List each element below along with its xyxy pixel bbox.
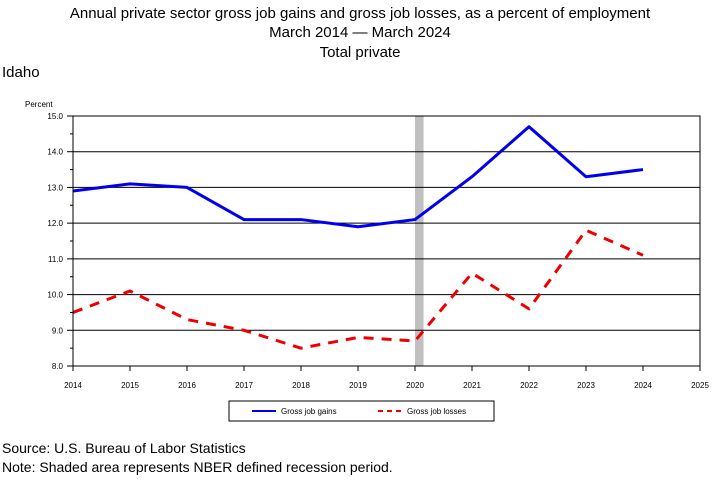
chart-subtitle-period: March 2014 — March 2024 [269,24,451,41]
x-tick-label: 2023 [577,381,595,390]
x-tick-label: 2018 [292,381,310,390]
chart-title: Annual private sector gross job gains an… [69,5,651,22]
series-line-gross-job-gains [72,125,644,229]
y-tick-label: 15.0 [47,112,63,121]
y-axis-label: Percent [25,100,53,109]
x-tick-label: 2021 [463,381,481,390]
recession-shade [415,116,424,366]
series-line-gross-job-losses [72,228,644,350]
x-tick-label: 2019 [349,381,367,390]
y-tick-label: 10.0 [47,291,63,300]
y-tick-label: 9.0 [52,326,64,335]
legend: Gross job gains Gross job losses [228,400,495,422]
y-tick-label: 13.0 [47,183,63,192]
line-chart: Percent 8.0 9.0 10.0 11.0 12.0 13.0 14.0 15.0 20… [25,100,709,422]
region-label: Idaho [2,64,40,81]
legend-label-gains: Gross job gains [281,407,337,416]
y-tick-label: 12.0 [47,219,63,228]
source-note: Source: U.S. Bureau of Labor Statistics [2,440,246,456]
x-tick-label: 2017 [235,381,253,390]
x-tick-label: 2020 [406,381,424,390]
x-tick-label: 2024 [634,381,652,390]
x-tick-label: 2025 [691,381,709,390]
legend-box [228,400,495,422]
x-tick-label: 2016 [178,381,196,390]
y-tick-label: 11.0 [48,255,64,264]
recession-note: Note: Shaded area represents NBER define… [2,459,393,475]
plot-frame [72,115,701,367]
x-tick-label: 2014 [64,381,82,390]
y-tick-label: 8.0 [52,362,64,371]
x-tick-label: 2015 [121,381,139,390]
chart-subtitle-series: Total private [319,44,401,61]
legend-label-losses: Gross job losses [407,407,466,416]
x-tick-label: 2022 [520,381,538,390]
y-tick-label: 14.0 [47,148,63,157]
